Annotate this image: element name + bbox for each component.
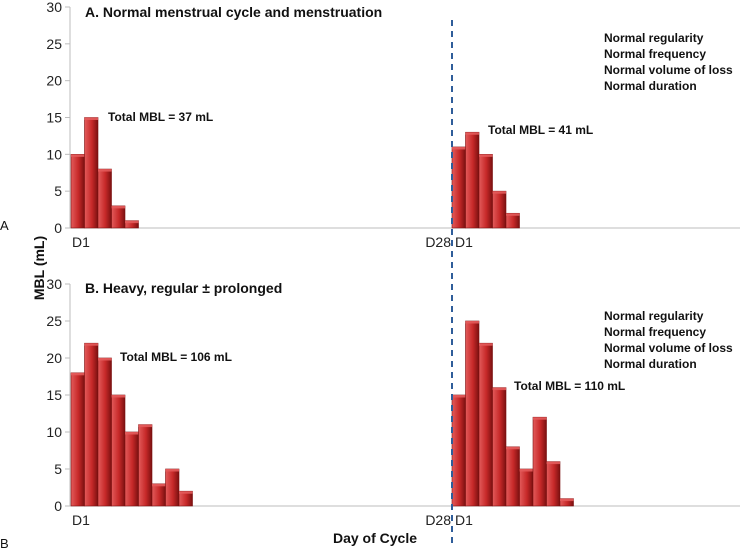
bar — [451, 146, 466, 229]
bar-top — [492, 191, 506, 194]
x-tick-label: D28 — [425, 512, 451, 528]
bar — [84, 342, 99, 507]
panel-title: B. Heavy, regular ± prolonged — [85, 280, 282, 296]
bar — [165, 468, 180, 507]
bar-top — [71, 372, 85, 376]
bar-top — [125, 220, 139, 224]
bar — [465, 320, 480, 507]
bar-top — [465, 132, 479, 135]
bar — [519, 468, 534, 507]
x-tick-label: D1 — [72, 234, 90, 250]
x-tick-label: D1 — [455, 512, 473, 528]
bar-top — [560, 498, 574, 502]
bar-top — [125, 432, 139, 435]
y-tick-label: 15 — [46, 387, 62, 403]
bar — [451, 394, 466, 507]
bar-top — [84, 117, 98, 120]
bar-top — [84, 343, 98, 346]
y-tick-label: 20 — [46, 350, 62, 366]
panel-a: 0 5 10 15 20 25 30 A. Normal menstrual cycle an… — [0, 0, 740, 250]
bar — [546, 461, 561, 507]
y-tick-label: 30 — [46, 0, 62, 15]
panel-title: A. Normal menstrual cycle and menstruati… — [85, 4, 382, 20]
bar-top — [98, 358, 112, 361]
bar — [97, 357, 112, 507]
bar-top — [465, 321, 479, 324]
y-tick-label: 0 — [54, 498, 62, 514]
bar — [138, 424, 153, 507]
note-text: Normal volume of loss — [604, 341, 733, 355]
bar — [478, 154, 493, 229]
y-tick-label: 25 — [46, 36, 62, 52]
bar-top — [452, 146, 466, 150]
bar-top — [533, 417, 547, 420]
bar — [97, 168, 112, 229]
total-mbl-annotation: Total MBL = 106 mL — [120, 350, 232, 364]
bar — [151, 483, 166, 507]
note-text: Normal frequency — [604, 47, 706, 61]
panel-letter: B — [0, 536, 9, 550]
bar — [465, 131, 480, 229]
y-tick-label: 10 — [46, 146, 62, 162]
bar-top — [138, 424, 152, 428]
bar — [505, 446, 520, 507]
y-tick-label: 0 — [54, 220, 62, 236]
note-text: Normal duration — [604, 79, 697, 93]
bar — [70, 154, 85, 229]
bar-top — [519, 469, 533, 472]
y-tick-label: 5 — [54, 461, 62, 477]
note-text: Normal regularity — [604, 31, 704, 45]
y-tick-label: 15 — [46, 110, 62, 126]
x-tick-label: D1 — [455, 234, 473, 250]
y-tick-label: 5 — [54, 183, 62, 199]
panel-b: 0 5 10 15 20 25 30 B. Heavy, regular ± prolonge… — [0, 276, 740, 550]
x-axis-title: Day of Cycle — [333, 530, 417, 546]
bar-top — [152, 483, 166, 487]
note-text: Normal duration — [604, 357, 697, 371]
bar-top — [506, 213, 520, 216]
x-tick-label: D1 — [72, 512, 90, 528]
total-mbl-annotation: Total MBL = 37 mL — [108, 110, 213, 124]
note-text: Normal frequency — [604, 325, 706, 339]
bar-top — [492, 387, 506, 391]
total-mbl-annotation: Total MBL = 110 mL — [514, 379, 625, 393]
bar-top — [165, 469, 179, 472]
bar-top — [506, 446, 520, 450]
bar-top — [71, 154, 85, 157]
x-tick-label: D28 — [425, 234, 451, 250]
y-tick-label: 20 — [46, 73, 62, 89]
bar — [124, 431, 139, 507]
bar — [84, 117, 99, 229]
bar — [70, 372, 85, 507]
total-mbl-annotation: Total MBL = 41 mL — [488, 123, 593, 137]
bar — [111, 205, 126, 229]
y-tick-label: 30 — [46, 276, 62, 292]
bar — [111, 394, 126, 507]
bar — [492, 387, 507, 507]
y-axis-title: MBL (mL) — [31, 236, 47, 300]
note-text: Normal volume of loss — [604, 63, 733, 77]
bar — [532, 416, 547, 507]
y-tick-label: 25 — [46, 313, 62, 329]
note-text: Normal regularity — [604, 309, 704, 323]
panel-letter: A — [0, 218, 9, 233]
bar-top — [179, 491, 193, 494]
y-tick-label: 10 — [46, 424, 62, 440]
bar-top — [546, 461, 560, 465]
bar-top — [111, 205, 125, 209]
bar — [492, 190, 507, 229]
bar-top — [111, 395, 125, 398]
bar-top — [479, 343, 493, 346]
bar-top — [98, 169, 112, 172]
bar — [478, 342, 493, 507]
bar-top — [479, 154, 493, 157]
bar-top — [452, 395, 466, 398]
